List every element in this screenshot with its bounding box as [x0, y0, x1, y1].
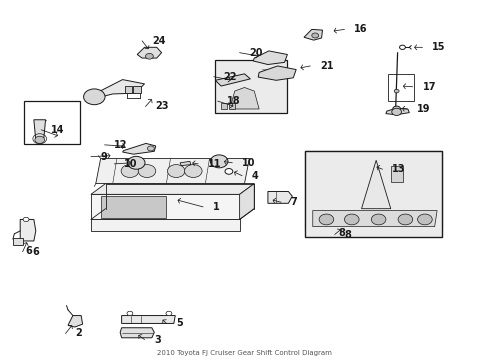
Bar: [133, 86, 141, 93]
Text: 7: 7: [290, 197, 297, 207]
Polygon shape: [137, 47, 161, 58]
Circle shape: [311, 33, 318, 38]
Circle shape: [35, 136, 44, 143]
Bar: [305, 151, 441, 237]
Polygon shape: [267, 192, 292, 203]
Text: 13: 13: [391, 164, 405, 174]
Polygon shape: [91, 194, 239, 220]
Text: 9: 9: [101, 152, 107, 162]
Circle shape: [23, 217, 29, 222]
Circle shape: [391, 108, 401, 116]
Circle shape: [147, 146, 154, 151]
Polygon shape: [312, 211, 436, 226]
Polygon shape: [253, 51, 287, 64]
Polygon shape: [120, 328, 154, 338]
Circle shape: [145, 53, 153, 59]
Circle shape: [121, 165, 139, 177]
Polygon shape: [96, 158, 249, 184]
Polygon shape: [122, 143, 156, 154]
Circle shape: [138, 165, 156, 177]
Circle shape: [397, 214, 412, 225]
Text: 24: 24: [152, 36, 165, 46]
Text: 18: 18: [227, 96, 241, 106]
Polygon shape: [34, 120, 45, 140]
Polygon shape: [20, 220, 36, 241]
Text: 8: 8: [344, 230, 350, 239]
Circle shape: [392, 106, 400, 112]
Circle shape: [319, 214, 333, 225]
Polygon shape: [122, 316, 175, 323]
Bar: [125, 86, 132, 93]
Bar: [221, 103, 226, 109]
Text: 15: 15: [431, 42, 445, 52]
Bar: [228, 103, 234, 109]
Circle shape: [393, 89, 398, 93]
Polygon shape: [101, 196, 166, 218]
Text: 10: 10: [124, 159, 137, 169]
Text: 6: 6: [25, 246, 32, 256]
Text: 23: 23: [155, 102, 168, 112]
Bar: [24, 101, 80, 144]
Polygon shape: [215, 74, 250, 86]
Polygon shape: [13, 238, 22, 244]
Polygon shape: [258, 66, 296, 80]
Bar: [387, 74, 413, 101]
Text: 17: 17: [422, 82, 435, 92]
Circle shape: [83, 89, 105, 105]
Text: 11: 11: [207, 159, 221, 169]
Polygon shape: [304, 30, 322, 40]
Text: 10: 10: [242, 158, 255, 168]
Polygon shape: [361, 160, 390, 209]
Bar: [305, 151, 441, 230]
Text: 3: 3: [154, 334, 161, 345]
Polygon shape: [229, 87, 259, 109]
Circle shape: [224, 168, 232, 174]
Circle shape: [167, 165, 184, 177]
Text: 5: 5: [176, 319, 183, 328]
Polygon shape: [239, 184, 254, 220]
Polygon shape: [91, 184, 254, 194]
Polygon shape: [385, 108, 408, 115]
Bar: [215, 59, 287, 113]
Polygon shape: [86, 80, 144, 101]
Polygon shape: [180, 161, 190, 166]
Circle shape: [344, 214, 358, 225]
Circle shape: [127, 311, 133, 316]
Text: 2010 Toyota FJ Cruiser Gear Shift Control Diagram: 2010 Toyota FJ Cruiser Gear Shift Contro…: [157, 350, 331, 356]
Text: 20: 20: [249, 48, 263, 58]
Circle shape: [417, 214, 431, 225]
Text: 22: 22: [223, 72, 237, 82]
Circle shape: [210, 155, 227, 168]
Text: 6: 6: [32, 247, 39, 257]
Polygon shape: [91, 220, 239, 231]
Text: 19: 19: [416, 104, 429, 114]
Text: 4: 4: [251, 171, 258, 181]
Circle shape: [184, 165, 202, 177]
Polygon shape: [68, 316, 82, 327]
Text: 8: 8: [338, 228, 345, 238]
Text: 12: 12: [114, 140, 127, 150]
Text: 2: 2: [75, 328, 82, 338]
Circle shape: [127, 156, 145, 169]
Circle shape: [399, 45, 405, 49]
Text: 21: 21: [320, 61, 333, 71]
Text: 16: 16: [353, 24, 367, 35]
Text: 1: 1: [212, 202, 219, 212]
Circle shape: [370, 214, 385, 225]
Text: 14: 14: [51, 125, 64, 135]
Circle shape: [165, 311, 171, 316]
Polygon shape: [390, 166, 402, 182]
